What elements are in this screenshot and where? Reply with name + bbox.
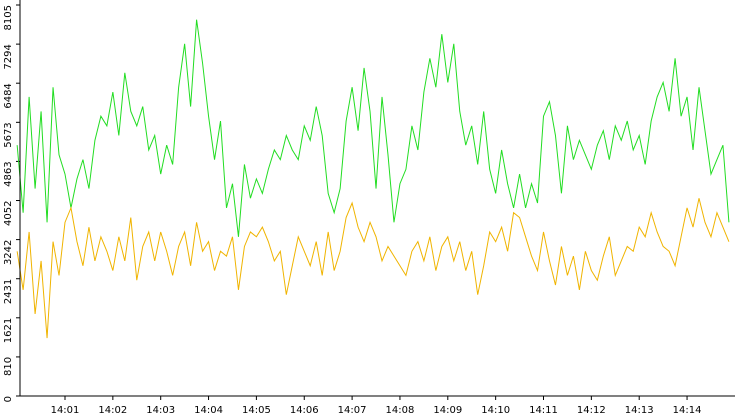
x-tick-label: 14:01 [51,405,80,415]
x-tick-label: 14:12 [577,405,606,415]
x-tick-label: 14:02 [98,405,127,415]
y-tick-label: 5673 [3,122,14,147]
x-tick-label: 14:08 [386,405,415,415]
y-tick-label: 1621 [3,318,14,343]
x-tick-label: 14:09 [433,405,462,415]
x-tick-label: 14:14 [673,405,702,415]
x-tick-label: 14:05 [242,405,271,415]
line-series [16,198,730,339]
x-tick-label: 14:11 [529,405,558,415]
line-series [16,19,730,237]
x-tick-label: 14:04 [194,405,223,415]
y-tick-label: 4052 [3,201,14,226]
x-tick-label: 14:06 [290,405,319,415]
y-tick-label: 7294 [3,44,14,69]
y-tick-label: 6484 [3,83,14,108]
y-tick-label: 3242 [3,240,14,265]
x-tick-label: 14:13 [625,405,654,415]
y-tick-label: 4863 [3,161,14,186]
x-tick-label: 14:10 [481,405,510,415]
y-tick-label: 0 [3,396,14,402]
x-tick-label: 14:03 [146,405,175,415]
y-tick-label: 8105 [3,5,14,30]
y-tick-label: 2431 [3,279,14,304]
x-tick-label: 14:07 [338,405,367,415]
y-tick-label: 810 [3,357,14,376]
